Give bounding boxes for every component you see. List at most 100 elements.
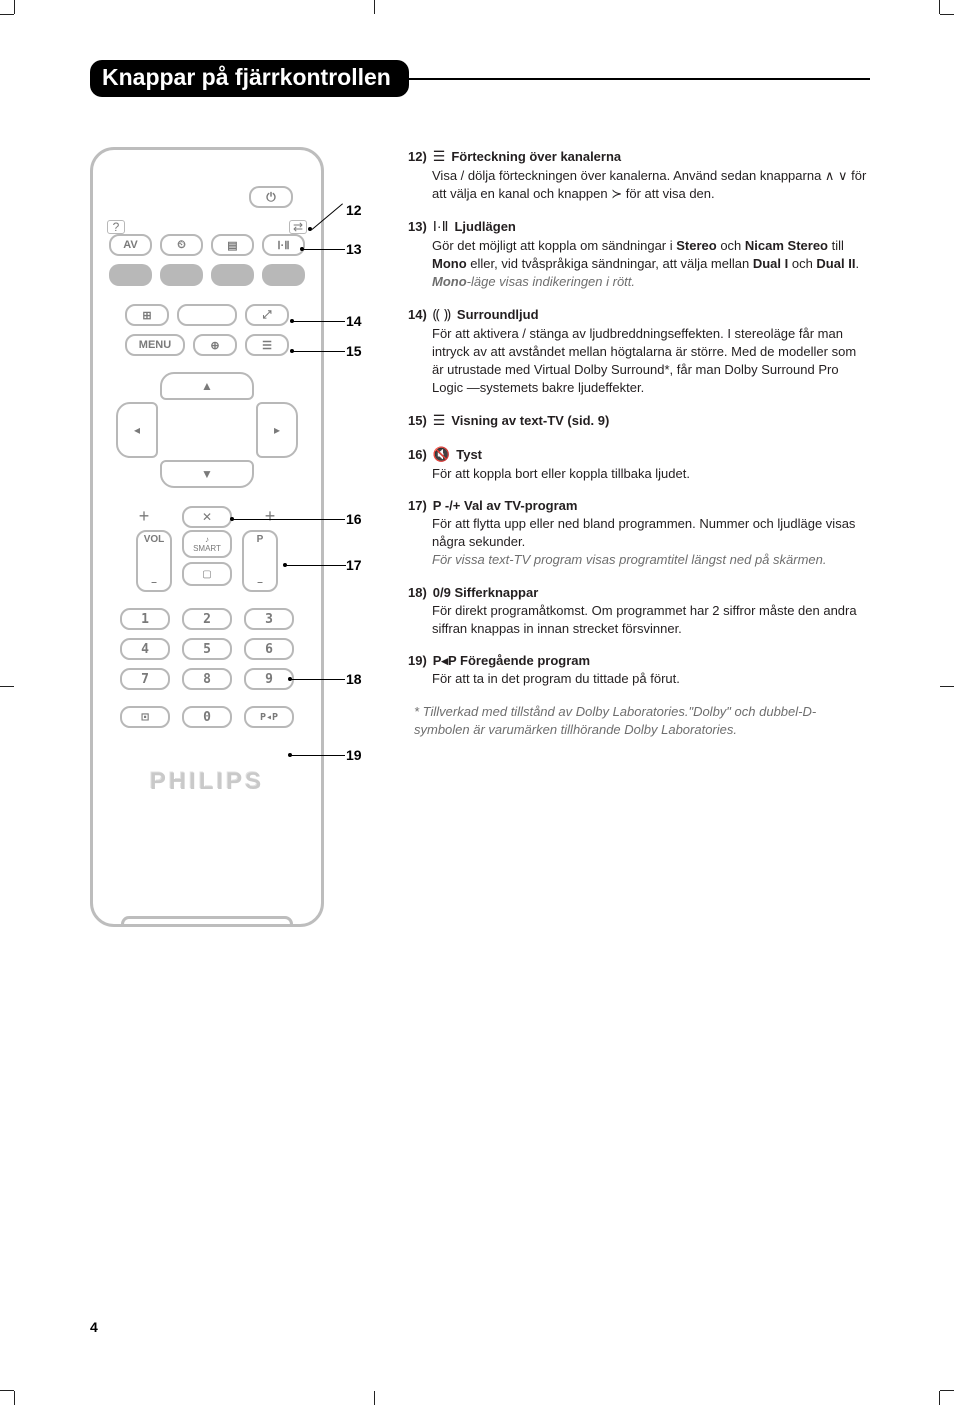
item-title: Förteckning över kanalerna (451, 148, 621, 166)
title-row: Knappar på fjärrkontrollen (90, 60, 870, 97)
item-title: Tyst (456, 446, 482, 464)
text-column: 12) ☰ Förteckning över kanalerna Visa / … (408, 147, 870, 927)
item-14: 14) ⸨ ⸩ Surroundljud För att aktivera / … (408, 305, 870, 397)
item-body: Visa / dölja förteckningen över kanalern… (432, 167, 870, 203)
item-18: 18) 0/9 Sifferknappar För direkt program… (408, 584, 870, 639)
vol-plus-icon: + (134, 506, 154, 528)
page-content: Knappar på fjärrkontrollen ⏻ ? ⇄ AV ⏲ ▤ … (90, 60, 870, 927)
teletext-button[interactable]: ☰ (245, 334, 289, 356)
prog-plus-icon: + (260, 506, 280, 528)
note-icon: ♪ (205, 535, 209, 544)
num-5[interactable]: 5 (182, 638, 232, 660)
dpad-up[interactable]: ▲ (160, 372, 254, 400)
item-body: För direkt programåtkomst. Om programmet… (432, 602, 870, 638)
item-16: 16) 🔇 Tyst För att koppla bort eller kop… (408, 445, 870, 483)
help-icon: ? (107, 220, 125, 234)
leader-14: 14 (346, 313, 362, 329)
minus-icon: – (257, 577, 263, 588)
mute-button[interactable]: ✕ (182, 506, 232, 528)
smart-sound-button[interactable]: ♪ SMART (182, 530, 232, 558)
sound-mode-icon: Ⅰ·Ⅱ (433, 217, 449, 237)
swap-icon: ⇄ (289, 220, 307, 234)
num-8[interactable]: 8 (182, 668, 232, 690)
item-17: 17) P -/+ Val av TV-program För att flyt… (408, 497, 870, 570)
leader-15: 15 (346, 343, 362, 359)
item-body: För att ta in det program du tittade på … (432, 670, 870, 688)
item-title: Surroundljud (457, 306, 539, 324)
num-1[interactable]: 1 (120, 608, 170, 630)
item-num: 15) (408, 412, 427, 430)
menu-button[interactable]: MENU (125, 334, 185, 356)
surround-button[interactable]: ⤢ (245, 304, 289, 326)
footnote: * Tillverkad med tillstånd av Dolby Labo… (414, 703, 870, 739)
program-rocker[interactable]: P – (242, 530, 278, 592)
item-title: Visning av text-TV (sid. 9) (451, 412, 609, 430)
num-3[interactable]: 3 (244, 608, 294, 630)
color-button[interactable] (109, 264, 152, 286)
timer-button[interactable]: ⏲ (160, 234, 203, 256)
dpad-right[interactable]: ▸ (256, 402, 298, 458)
brand-logo: PHILIPS (109, 768, 305, 796)
leader-19: 19 (346, 747, 362, 763)
item-body: För att flytta upp eller ned bland progr… (432, 515, 870, 551)
number-pad: 1 2 3 4 5 6 7 8 9 (109, 608, 305, 690)
list-button[interactable]: ▤ (211, 234, 254, 256)
sound-mode-button[interactable]: Ⅰ·Ⅱ (262, 234, 305, 256)
item-note: Mono-läge visas indikeringen i rött. (432, 273, 870, 291)
item-body: För att aktivera / stänga av ljudbreddni… (432, 325, 870, 398)
remote-control: ⏻ ? ⇄ AV ⏲ ▤ Ⅰ·Ⅱ ⊞ ⤢ (90, 147, 324, 927)
num-0[interactable]: 0 (182, 706, 232, 728)
item-15: 15) ☰ Visning av text-TV (sid. 9) (408, 411, 870, 431)
item-title: P◂P Föregående program (433, 652, 590, 670)
title-rule (409, 78, 870, 80)
pip-button[interactable]: ⊕ (193, 334, 237, 356)
color-button[interactable] (262, 264, 305, 286)
leader-16: 16 (346, 511, 362, 527)
brand-bar (121, 916, 293, 924)
num-9[interactable]: 9 (244, 668, 294, 690)
info-button[interactable]: ⊡ (120, 706, 170, 728)
prev-prog-button[interactable]: P◂P (244, 706, 294, 728)
p-label: P (257, 534, 264, 545)
dpad-down[interactable]: ▼ (160, 460, 254, 488)
color-button[interactable] (160, 264, 203, 286)
volume-rocker[interactable]: VOL – (136, 530, 172, 592)
dpad: ▲ ▼ ◂ ▸ (116, 372, 298, 488)
item-num: 14) (408, 306, 427, 324)
list-icon: ☰ (433, 147, 446, 167)
item-title: Ljudlägen (454, 218, 515, 236)
smart-label: SMART (193, 544, 221, 553)
item-num: 16) (408, 446, 427, 464)
item-num: 13) (408, 218, 427, 236)
item-note: För vissa text-TV program visas programt… (432, 551, 870, 569)
blank-button[interactable] (177, 304, 237, 326)
item-19: 19) P◂P Föregående program För att ta in… (408, 652, 870, 688)
leader-17: 17 (346, 557, 362, 573)
teletext-icon: ☰ (433, 411, 446, 431)
leader-13: 13 (346, 241, 362, 257)
page-number: 4 (90, 1319, 98, 1335)
num-6[interactable]: 6 (244, 638, 294, 660)
num-2[interactable]: 2 (182, 608, 232, 630)
color-button[interactable] (211, 264, 254, 286)
item-num: 12) (408, 148, 427, 166)
format-button[interactable]: ⊞ (125, 304, 169, 326)
item-body: Gör det möjligt att koppla om sändningar… (432, 237, 870, 273)
item-title: P -/+ Val av TV-program (433, 497, 578, 515)
remote-column: ⏻ ? ⇄ AV ⏲ ▤ Ⅰ·Ⅱ ⊞ ⤢ (90, 147, 372, 927)
item-12: 12) ☰ Förteckning över kanalerna Visa / … (408, 147, 870, 203)
item-num: 19) (408, 652, 427, 670)
item-title: 0/9 Sifferknappar (433, 584, 539, 602)
av-button[interactable]: AV (109, 234, 152, 256)
power-button[interactable]: ⏻ (249, 186, 293, 208)
item-num: 18) (408, 584, 427, 602)
page-title: Knappar på fjärrkontrollen (90, 60, 409, 97)
num-4[interactable]: 4 (120, 638, 170, 660)
smart-picture-button[interactable]: ▢ (182, 562, 232, 586)
vol-label: VOL (144, 534, 165, 545)
leader-18: 18 (346, 671, 362, 687)
minus-icon: – (151, 577, 157, 588)
leader-12: 12 (346, 202, 362, 218)
dpad-left[interactable]: ◂ (116, 402, 158, 458)
num-7[interactable]: 7 (120, 668, 170, 690)
